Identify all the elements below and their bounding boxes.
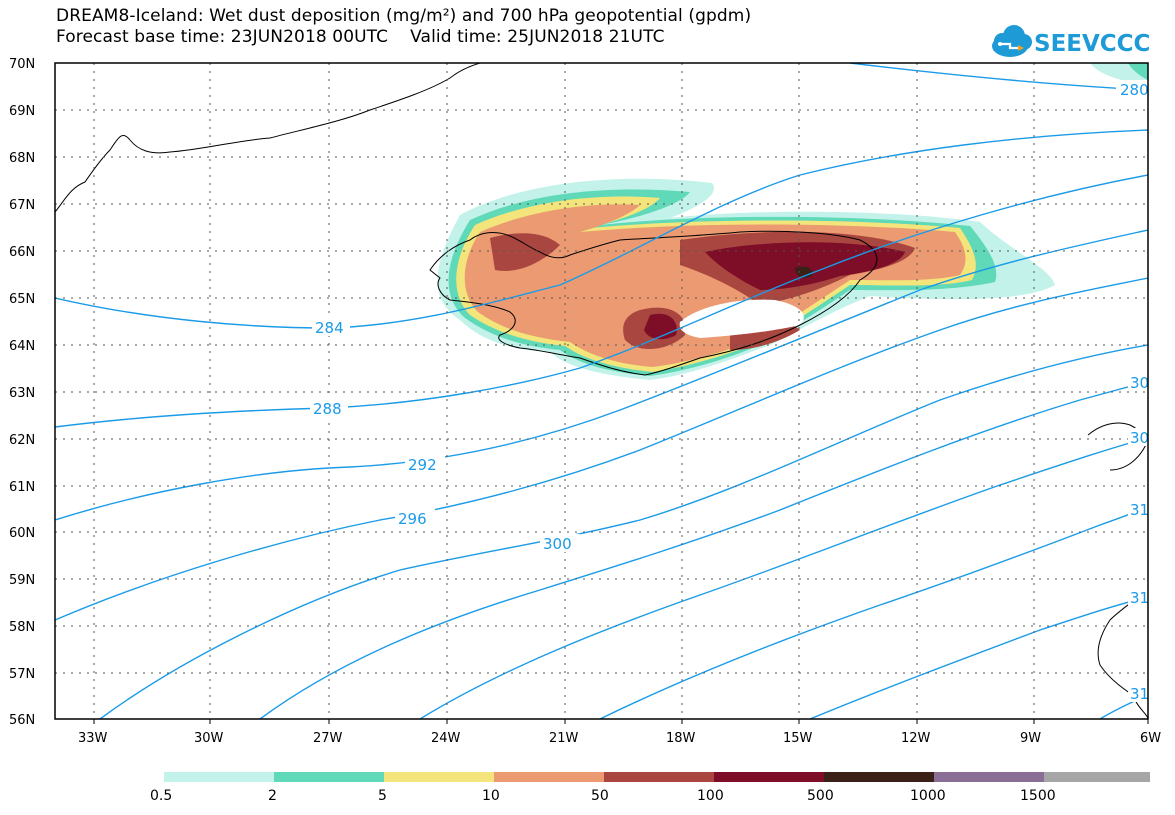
contour-316 xyxy=(809,596,1148,719)
latitude-labels: 70N 69N 68N 67N 66N 65N 64N 63N 62N 61N … xyxy=(9,57,35,728)
contour-304 xyxy=(259,381,1148,719)
colorbar-swatch-0.5 xyxy=(164,772,274,782)
colorbar-label: 100 xyxy=(697,788,724,804)
contour-280 xyxy=(849,63,1148,91)
colorbar-label: 0.5 xyxy=(150,788,172,804)
graticule xyxy=(55,63,1148,719)
lon-label: 27W xyxy=(313,731,343,746)
time-info-line: Forecast base time: 23JUN2018 00UTC Vali… xyxy=(56,27,665,47)
lat-label: 59N xyxy=(9,573,35,588)
forecast-base-time: Forecast base time: 23JUN2018 00UTC xyxy=(56,27,389,47)
colorbar-swatch-50 xyxy=(604,772,714,782)
contour-308 xyxy=(419,437,1148,719)
lon-label: 6W xyxy=(1140,731,1161,746)
lat-label: 61N xyxy=(9,480,35,495)
contour-312 xyxy=(599,507,1148,719)
colorbar-label: 5 xyxy=(378,788,387,804)
lat-label: 64N xyxy=(9,339,35,354)
dust-band-100 xyxy=(644,242,905,340)
greenland-coast xyxy=(55,63,481,213)
colorbar-swatch-1500 xyxy=(1044,772,1150,782)
colorbar-label: 2 xyxy=(268,788,277,804)
lat-label: 69N xyxy=(9,104,35,119)
contour-label-288: 288 xyxy=(313,400,342,418)
seevccc-logo: SEEVCCC xyxy=(992,25,1150,57)
lat-label: 60N xyxy=(9,526,35,541)
lon-label: 30W xyxy=(194,731,224,746)
lon-label: 15W xyxy=(783,731,813,746)
contour-300 xyxy=(99,344,1148,719)
contour-284a xyxy=(55,129,1148,329)
lat-label: 70N xyxy=(9,57,35,72)
colorbar-label: 1500 xyxy=(1020,788,1056,804)
lat-label: 68N xyxy=(9,151,35,166)
map-frame xyxy=(54,62,1149,720)
lon-label: 9W xyxy=(1020,731,1041,746)
dust-deposition-field xyxy=(437,63,1148,380)
coastlines xyxy=(55,63,1148,719)
lon-label: 12W xyxy=(901,731,931,746)
contour-label-280: 280 xyxy=(1120,81,1149,99)
lat-label: 56N xyxy=(9,713,35,728)
contour-label-304: 30 xyxy=(1130,374,1149,392)
contour-label-308: 30 xyxy=(1130,429,1149,447)
dust-corner-ne-2 xyxy=(1128,63,1148,80)
colorbar-swatch-1000 xyxy=(934,772,1044,782)
logo-text: SEEVCCC xyxy=(1034,31,1150,57)
lat-label: 57N xyxy=(9,667,35,682)
lat-label: 58N xyxy=(9,620,35,635)
contour-label-320: 31 xyxy=(1130,685,1149,703)
iceland-coast xyxy=(429,230,878,376)
colorbar: 0.5 2 5 10 50 100 500 1000 1500 xyxy=(150,772,1150,804)
longitude-labels: 33W 30W 27W 24W 21W 18W 15W 12W 9W 6W xyxy=(78,731,1161,746)
tick-marks xyxy=(93,719,1149,724)
valid-time: Valid time: 25JUN2018 21UTC xyxy=(410,27,665,47)
colorbar-label: 50 xyxy=(591,788,609,804)
colorbar-swatch-5 xyxy=(384,772,494,782)
contour-292 xyxy=(55,229,1148,521)
lon-label: 33W xyxy=(78,731,108,746)
colorbar-swatch-500 xyxy=(824,772,934,782)
lat-label: 65N xyxy=(9,292,35,307)
contour-label-312: 31 xyxy=(1130,501,1149,519)
contour-288 xyxy=(55,174,1148,428)
scandinavia-coast xyxy=(1087,422,1148,719)
contour-label-316: 31 xyxy=(1130,589,1149,607)
contour-label-284: 284 xyxy=(315,319,344,337)
colorbar-swatch-100 xyxy=(714,772,824,782)
lat-label: 66N xyxy=(9,245,35,260)
contour-label-296: 296 xyxy=(398,510,427,528)
colorbar-label: 1000 xyxy=(910,788,946,804)
contour-label-300: 300 xyxy=(543,535,572,553)
contour-label-group: 280 284 288 292 296 300 30 30 31 31 31 xyxy=(310,80,1149,703)
map-title: DREAM8-Iceland: Wet dust deposition (mg/… xyxy=(56,6,752,26)
contour-296 xyxy=(55,277,1148,621)
contour-label-292: 292 xyxy=(408,456,437,474)
lon-label: 18W xyxy=(666,731,696,746)
colorbar-swatch-10 xyxy=(494,772,604,782)
lat-label: 67N xyxy=(9,198,35,213)
lat-label: 63N xyxy=(9,386,35,401)
clear-area xyxy=(679,299,804,338)
colorbar-label: 500 xyxy=(807,788,834,804)
lat-label: 62N xyxy=(9,433,35,448)
colorbar-label: 10 xyxy=(482,788,500,804)
cloud-icon xyxy=(992,25,1032,57)
lon-label: 24W xyxy=(431,731,461,746)
colorbar-swatch-2 xyxy=(274,772,384,782)
geopotential-contours xyxy=(55,63,1148,719)
lon-label: 21W xyxy=(549,731,579,746)
